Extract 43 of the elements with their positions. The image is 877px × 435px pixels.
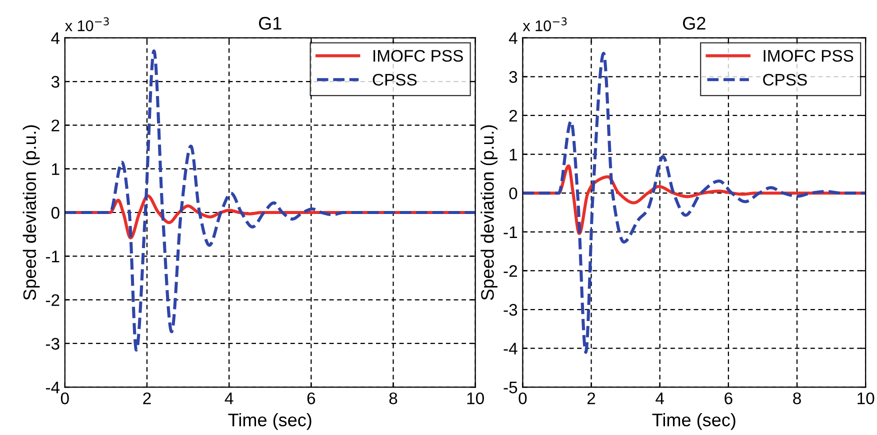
text: x 10$^{−3}$ bbox=[522, 17, 567, 32]
x-tick-label: 4 bbox=[656, 392, 664, 404]
y-tick-label: -2 bbox=[504, 265, 517, 277]
y-tick-label: 1 bbox=[52, 163, 60, 175]
y-tick-label: 2 bbox=[52, 120, 60, 132]
chart-title: G1 bbox=[258, 16, 282, 30]
x-tick-label: 8 bbox=[389, 392, 398, 404]
x-axis-title: Time (sec) bbox=[228, 413, 312, 430]
y-tick-label: 1 bbox=[510, 148, 518, 160]
chart-title: G2 bbox=[683, 16, 706, 30]
x-tick-label: 2 bbox=[143, 392, 151, 404]
y-axis-title: Speed deviation (p.u.) bbox=[22, 125, 40, 300]
y-axis-title: Speed deviation (p.u.) bbox=[480, 125, 498, 300]
x-tick-label: 6 bbox=[307, 392, 316, 404]
y-tick-label: -2 bbox=[46, 294, 60, 306]
y-tick-label: -3 bbox=[46, 338, 60, 350]
x-axis-title: Time (sec) bbox=[652, 413, 736, 430]
y-tick-label: -1 bbox=[504, 226, 518, 238]
x-tick-label: 4 bbox=[224, 392, 234, 404]
y-tick-label: 3 bbox=[509, 71, 518, 83]
x-tick-label: 0 bbox=[518, 392, 527, 404]
x-tick-label: 10 bbox=[467, 392, 484, 404]
y-tick-label: -4 bbox=[46, 382, 60, 394]
x-tick-label: 6 bbox=[724, 392, 732, 404]
x-tick-label: 0 bbox=[60, 392, 69, 404]
x-tick-label: 8 bbox=[793, 392, 801, 404]
y-tick-label: 2 bbox=[509, 110, 517, 122]
y-tick-label: 4 bbox=[51, 32, 60, 44]
y-tick-label: -4 bbox=[504, 342, 518, 354]
y-tick-label: 3 bbox=[51, 76, 60, 88]
y-tick-label: 4 bbox=[508, 32, 518, 44]
y-tick-label: -3 bbox=[504, 304, 518, 316]
y-tick-label: 0 bbox=[51, 206, 60, 219]
text: x 10$^{−3}$ bbox=[65, 17, 109, 32]
x-tick-label: 10 bbox=[858, 392, 874, 404]
x-tick-label: 2 bbox=[587, 392, 596, 404]
legend-label: IMOFC PSS bbox=[374, 50, 463, 62]
legend-label: IMOFC PSS bbox=[764, 50, 854, 62]
legend-label: CPSS bbox=[763, 74, 807, 86]
y-tick-label: -1 bbox=[46, 250, 60, 262]
y-tick-label: -5 bbox=[504, 382, 518, 394]
legend-label: CPSS bbox=[372, 74, 417, 86]
y-tick-label: 0 bbox=[509, 187, 518, 200]
